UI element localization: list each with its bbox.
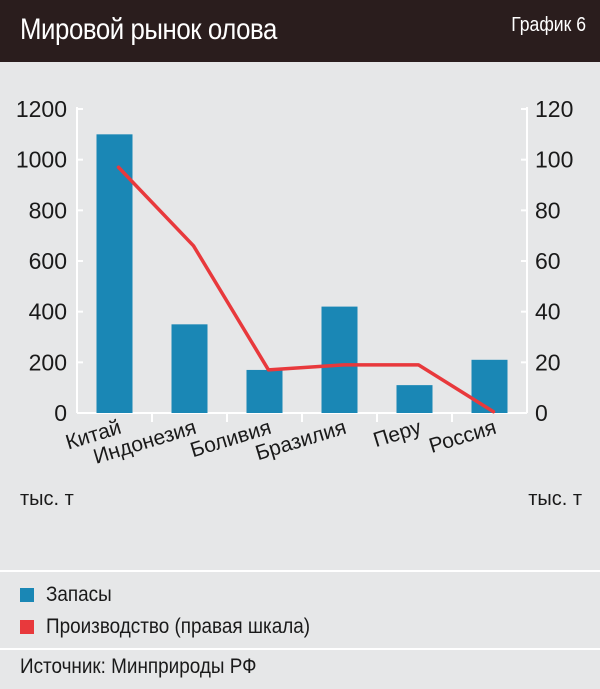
x-category-label: Россия <box>426 416 499 458</box>
left-axis-tick-label: 600 <box>29 248 67 274</box>
right-axis-tick-label: 60 <box>535 248 561 274</box>
legend-divider-top <box>0 570 600 572</box>
chart-number-badge: График 6 <box>511 14 586 36</box>
legend-label-reserves: Запасы <box>46 583 112 606</box>
bar-reserves <box>321 306 358 413</box>
left-axis-tick-label: 0 <box>54 400 67 426</box>
left-axis-tick-label: 1200 <box>16 96 67 122</box>
legend-label-production: Производство (правая шкала) <box>46 615 311 638</box>
bar-reserves <box>246 369 283 413</box>
legend-divider-bottom <box>0 648 600 650</box>
legend-item-production: Производство (правая шкала) <box>20 615 339 639</box>
header-bar: Мировой рынок олова График 6 <box>0 0 600 62</box>
chart-area: 020040060080010001200020406080100120Кита… <box>16 96 574 469</box>
bar-reserves <box>171 324 208 413</box>
bar-reserves <box>396 385 433 413</box>
legend-swatch-production <box>20 620 34 634</box>
right-axis-tick-label: 20 <box>535 349 561 375</box>
line-production <box>116 165 496 414</box>
right-axis-tick-label: 0 <box>535 400 548 426</box>
left-axis-tick-label: 400 <box>29 299 67 325</box>
left-axis-tick-label: 800 <box>29 197 67 223</box>
right-axis-tick-label: 80 <box>535 197 561 223</box>
legend-item-reserves: Запасы <box>20 583 119 607</box>
right-axis-tick-label: 100 <box>535 147 573 173</box>
right-axis-tick-label: 40 <box>535 299 561 325</box>
chart-title: Мировой рынок олова <box>20 13 277 46</box>
bar-reserves <box>96 134 133 413</box>
x-category-label: Перу <box>371 416 425 452</box>
source-note: Источник: Минприроды РФ <box>20 655 257 678</box>
left-axis-tick-label: 200 <box>29 349 67 375</box>
left-axis-unit-label: тыс. т <box>20 488 74 510</box>
bar-reserves <box>471 359 508 413</box>
legend-swatch-reserves <box>20 588 34 602</box>
left-axis-tick-label: 1000 <box>16 147 67 173</box>
right-axis-unit-label: тыс. т <box>528 488 582 510</box>
right-axis-tick-label: 120 <box>535 96 573 122</box>
